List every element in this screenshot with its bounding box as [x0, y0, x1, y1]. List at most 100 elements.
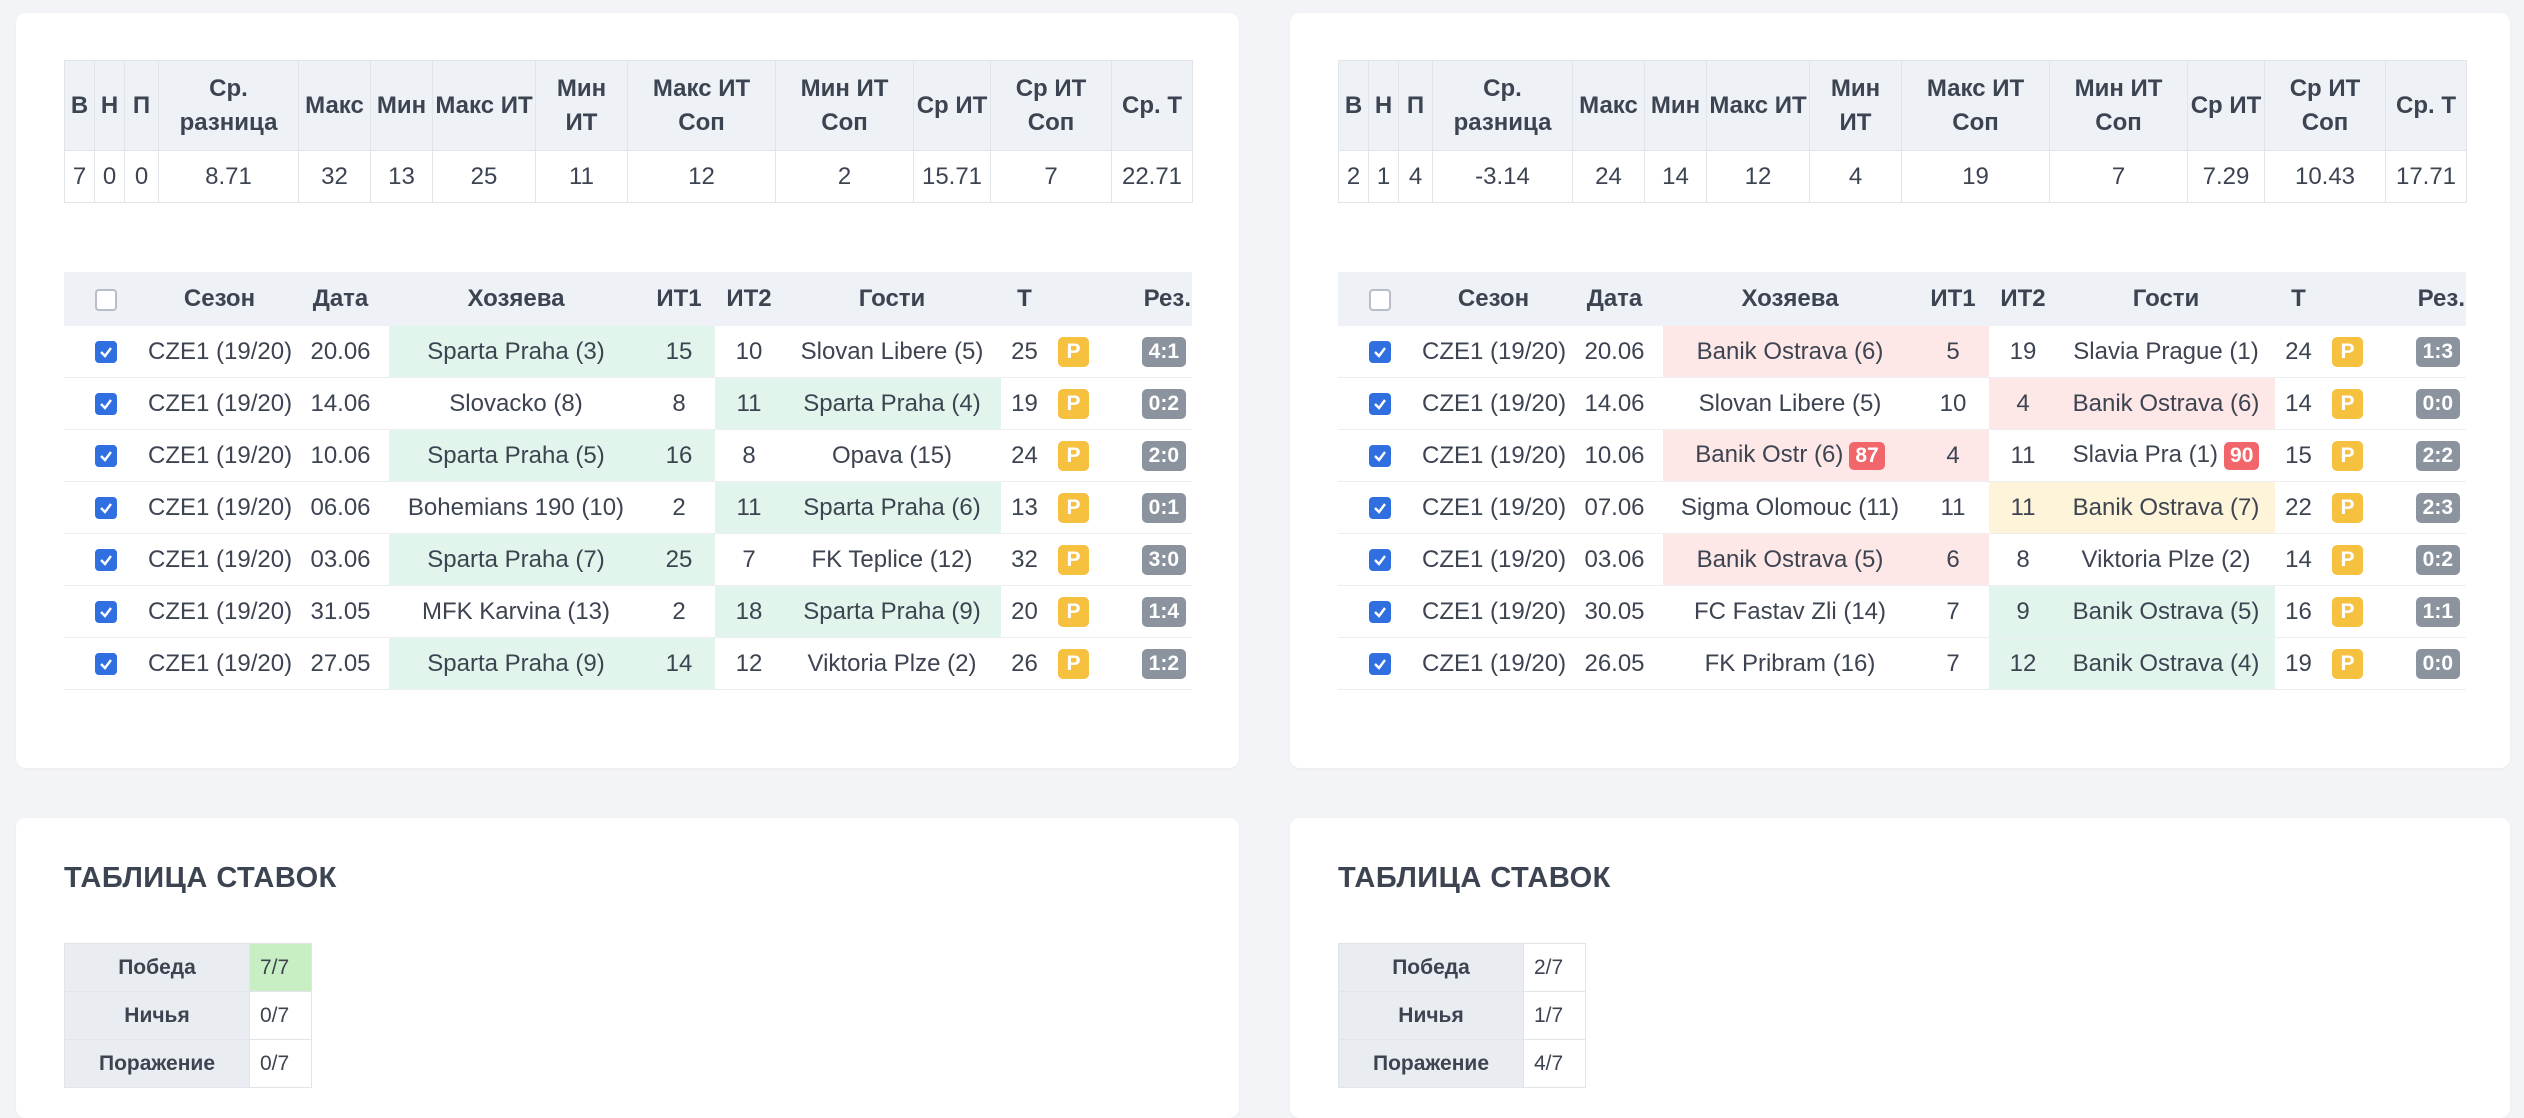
home-team: Sparta Praha (7): [389, 533, 643, 586]
checkbox[interactable]: [1368, 288, 1391, 311]
away-team: Banik Ostrava (5): [2057, 585, 2275, 638]
stats-header: Ср. разница: [158, 60, 299, 151]
away-score: 11: [1989, 429, 2057, 482]
select-cell: [1338, 585, 1421, 638]
team-name: Banik Ostrava (6): [1696, 337, 1884, 365]
result-cell: 0:0: [2373, 637, 2466, 690]
team-name: FK Pribram (16): [1704, 649, 1876, 677]
checkbox[interactable]: [1368, 653, 1391, 676]
away-score: 10: [715, 326, 783, 378]
stats-header: Ср. Т: [2385, 60, 2467, 151]
stats-header: В: [1338, 60, 1369, 151]
check-icon: [99, 347, 112, 358]
away-score: 7: [715, 533, 783, 586]
checkbox[interactable]: [1368, 549, 1391, 572]
checkbox[interactable]: [94, 497, 117, 520]
stats-value: 4: [1398, 150, 1433, 203]
away-score: 12: [715, 637, 783, 690]
home-score: 2: [643, 585, 715, 638]
checkbox[interactable]: [1368, 393, 1391, 416]
stats-value: 7: [990, 150, 1112, 203]
minute-badge: 87: [1849, 442, 1885, 470]
season: CZE1 (19/20): [147, 326, 292, 378]
bets-title: ТАБЛИЦА СТАВОК: [64, 862, 337, 894]
home-score: 6: [1917, 533, 1989, 586]
total: 14: [2275, 377, 2322, 430]
checkbox[interactable]: [94, 393, 117, 416]
check-icon: [99, 659, 112, 670]
total: 19: [2275, 637, 2322, 690]
checkbox[interactable]: [94, 341, 117, 364]
home-score: 8: [643, 377, 715, 430]
away-team: Viktoria Plze (2): [2057, 533, 2275, 586]
team-name: Banik Ostrava (6): [2072, 389, 2260, 417]
date: 20.06: [1566, 326, 1663, 378]
team-name: Sparta Praha (5): [427, 441, 605, 469]
bet-value: 7/7: [249, 943, 312, 992]
home-score: 7: [1917, 585, 1989, 638]
minute-badge: 90: [2224, 442, 2260, 470]
team-name: Sparta Praha (7): [427, 545, 605, 573]
stats-value: -3.14: [1432, 150, 1573, 203]
away-team: FK Teplice (12): [783, 533, 1001, 586]
result-cell: 2:0: [1099, 429, 1192, 482]
checkbox[interactable]: [1368, 341, 1391, 364]
home-score: 4: [1917, 429, 1989, 482]
stats-header: Н: [94, 60, 125, 151]
stats-value: 1: [1368, 150, 1399, 203]
check-icon: [99, 399, 112, 410]
away-score: 19: [1989, 326, 2057, 378]
select-all-cell: [1338, 272, 1421, 326]
bet-label: Поражение: [64, 1039, 250, 1088]
total: 15: [2275, 429, 2322, 482]
select-cell: [64, 326, 147, 378]
checkbox[interactable]: [1368, 497, 1391, 520]
away-team: Slavia Prague (1): [2057, 326, 2275, 378]
home-score: 25: [643, 533, 715, 586]
total: 24: [2275, 326, 2322, 378]
result-badge: 0:0: [2415, 648, 2460, 679]
stats-value: 25: [432, 150, 536, 203]
date: 07.06: [1566, 481, 1663, 534]
stats-header-row: В Н П Ср. разница Макс Мин Макс ИТ Мин ИТ Макс И…: [1338, 60, 2467, 151]
result-cell: 0:2: [1099, 377, 1192, 430]
stats-panel: В Н П Ср. разница Макс Мин Макс ИТ Мин ИТ Макс И…: [16, 13, 1239, 768]
matches-table: Сезон Дата Хозяева ИТ1 ИТ2 Гости Т Рез. CZE1 (19…: [1338, 272, 2466, 690]
result-badge: 1:3: [2415, 336, 2460, 367]
stats-value: 7.29: [2187, 150, 2265, 203]
home-score: 7: [1917, 637, 1989, 690]
check-icon: [1373, 451, 1386, 462]
checkbox[interactable]: [94, 601, 117, 624]
check-icon: [1373, 659, 1386, 670]
total: 24: [1001, 429, 1048, 482]
checkbox[interactable]: [1368, 445, 1391, 468]
match-row: CZE1 (19/20) 14.06 Slovacko (8) 8 11 Sparta P…: [64, 377, 1192, 430]
away-team: Slavia Pra (1) 90: [2057, 429, 2275, 482]
checkbox[interactable]: [94, 653, 117, 676]
header-spacer: [2322, 272, 2373, 326]
away-team: Opava (15): [783, 429, 1001, 482]
result-badge: 2:3: [2415, 492, 2460, 523]
check-icon: [99, 503, 112, 514]
badge-cell: P: [2322, 481, 2373, 534]
match-row: CZE1 (19/20) 10.06 Banik Ostr (6) 87 4 11 Slav…: [1338, 429, 2466, 482]
match-header: Гости: [2057, 272, 2275, 326]
match-header: ИТ1: [1917, 272, 1989, 326]
match-header: Хозяева: [389, 272, 643, 326]
bet-label: Ничья: [64, 991, 250, 1040]
check-icon: [99, 555, 112, 566]
home-score: 15: [643, 326, 715, 378]
status-badge: P: [2332, 388, 2363, 419]
checkbox[interactable]: [94, 288, 117, 311]
away-score: 8: [715, 429, 783, 482]
result-cell: 1:4: [1099, 585, 1192, 638]
home-team: FK Pribram (16): [1663, 637, 1917, 690]
match-header: Сезон: [147, 272, 292, 326]
checkbox[interactable]: [94, 445, 117, 468]
home-team: Bohemians 190 (10): [389, 481, 643, 534]
badge-cell: P: [1048, 377, 1099, 430]
checkbox[interactable]: [94, 549, 117, 572]
match-header: Т: [1001, 272, 1048, 326]
checkbox[interactable]: [1368, 601, 1391, 624]
result-cell: 2:3: [2373, 481, 2466, 534]
